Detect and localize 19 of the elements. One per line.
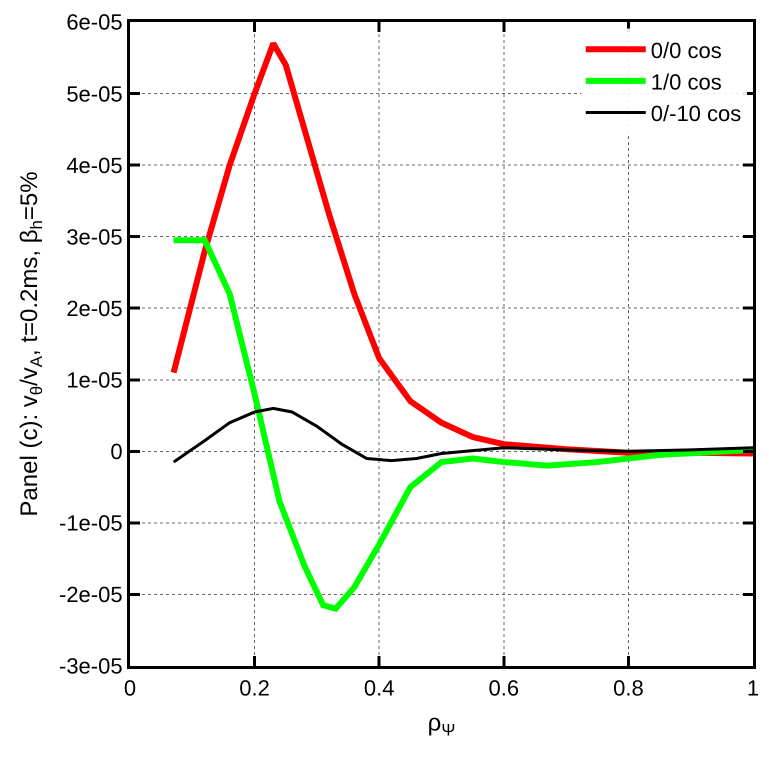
y-tick-label: 0: [110, 439, 123, 464]
y-tick-label: -3e-05: [59, 654, 123, 679]
y-tick-label: -1e-05: [59, 510, 123, 536]
y-tick-label: 3e-05: [66, 224, 123, 250]
x-tick-label: 0.2: [239, 675, 270, 700]
x-tick-label: 0.8: [613, 675, 644, 700]
legend-label: 1/0 cos: [650, 69, 722, 94]
x-axis-title: ρ$_{Ψ}$: [428, 710, 456, 740]
y-tick-label: 1e-05: [66, 367, 123, 392]
x-tick-label: 0.6: [488, 675, 520, 700]
y-tick-label: 2e-05: [66, 296, 123, 321]
y-tick-label: 5e-05: [66, 81, 123, 106]
x-tick-label: 1: [746, 675, 760, 700]
y-tick-label: 6e-05: [66, 10, 123, 35]
x-tick-label: 0.4: [364, 675, 394, 700]
y-tick-label: 4e-05: [66, 152, 123, 178]
legend-label: 0/0 cos: [650, 38, 722, 63]
legend-label: 0/-10 cos: [650, 101, 742, 126]
y-tick-label: -2e-05: [59, 582, 123, 608]
